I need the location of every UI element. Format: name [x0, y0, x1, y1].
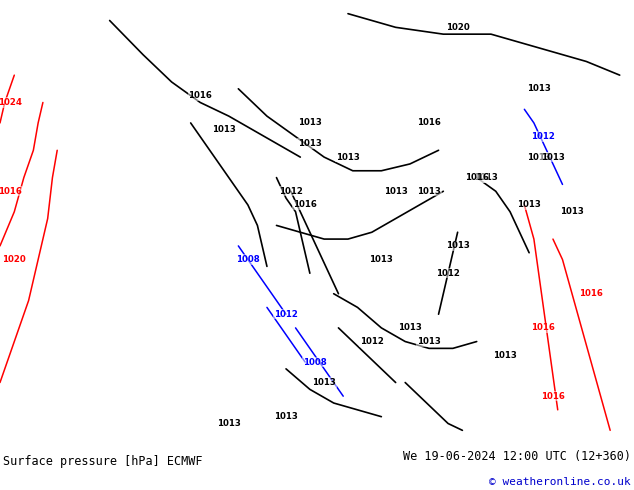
Text: 1013: 1013	[527, 84, 550, 93]
Text: 1012: 1012	[279, 187, 302, 196]
Text: 1013: 1013	[560, 207, 584, 216]
Text: 1016: 1016	[188, 91, 212, 100]
Text: 1013: 1013	[417, 187, 441, 196]
Text: 1013: 1013	[517, 200, 541, 209]
Text: 1016: 1016	[531, 323, 555, 332]
Text: 1012: 1012	[274, 310, 298, 318]
Text: © weatheronline.co.uk: © weatheronline.co.uk	[489, 477, 631, 487]
Text: 1012: 1012	[436, 269, 460, 278]
Text: 1013: 1013	[446, 242, 470, 250]
Text: 1016: 1016	[417, 119, 441, 127]
Text: 1016: 1016	[293, 200, 317, 209]
Text: 1013: 1013	[298, 139, 322, 148]
Text: 1013: 1013	[527, 152, 550, 162]
Text: 1016: 1016	[0, 187, 22, 196]
Text: 1013: 1013	[474, 173, 498, 182]
Text: 1016: 1016	[465, 173, 489, 182]
Text: 1013: 1013	[336, 152, 360, 162]
Text: 1008: 1008	[303, 358, 327, 367]
Text: 1016: 1016	[579, 289, 603, 298]
Text: 1013: 1013	[212, 125, 236, 134]
Text: 1012: 1012	[531, 132, 555, 141]
Text: 1020: 1020	[3, 255, 26, 264]
Text: 1024: 1024	[0, 98, 22, 107]
Text: 1013: 1013	[398, 323, 422, 332]
Text: 1013: 1013	[298, 119, 322, 127]
Text: 1008: 1008	[236, 255, 260, 264]
Text: 1012: 1012	[360, 337, 384, 346]
Text: 1013: 1013	[384, 187, 408, 196]
Text: 1013: 1013	[274, 412, 298, 421]
Text: 1013: 1013	[312, 378, 336, 387]
Text: 1013: 1013	[541, 152, 565, 162]
Text: 1016: 1016	[541, 392, 565, 401]
Text: 1020: 1020	[446, 23, 470, 32]
Text: Surface pressure [hPa] ECMWF: Surface pressure [hPa] ECMWF	[3, 455, 203, 468]
Text: We 19-06-2024 12:00 UTC (12+360): We 19-06-2024 12:00 UTC (12+360)	[403, 450, 631, 464]
Text: 1013: 1013	[417, 337, 441, 346]
Text: 1013: 1013	[217, 419, 241, 428]
Text: 1013: 1013	[493, 351, 517, 360]
Text: 1013: 1013	[370, 255, 393, 264]
